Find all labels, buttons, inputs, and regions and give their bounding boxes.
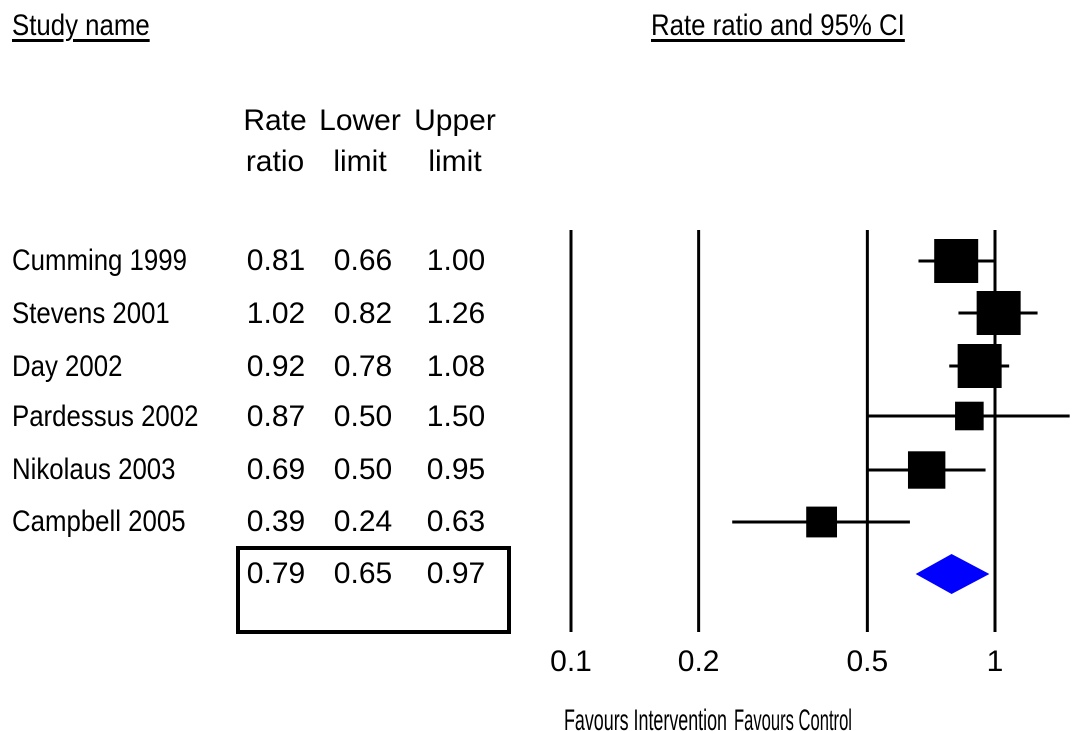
upper-limit-value: 1.00 [426,244,486,277]
rate-ratio-header-line1: Rate [243,104,307,137]
point-marker [957,344,1002,388]
summary-layer [915,554,990,594]
lower-limit-header-line2: limit [333,145,387,178]
lower-limit-value: 0.66 [333,244,393,277]
study-name: Nikolaus 2003 [12,453,176,486]
study-name-header: Study name [12,9,150,42]
lower-limit-value: 0.50 [333,453,393,486]
point-marker [907,451,946,489]
pooled-box [236,546,511,634]
rate-ratio-value: 0.87 [246,400,306,433]
study-name: Day 2002 [12,350,123,383]
study-name: Cumming 1999 [12,244,187,277]
xlabel-right: Favours Control [734,704,852,731]
summary-diamond [915,554,990,594]
x-tick-labels: 0.10.20.512510 [550,645,1004,678]
study-name: Stevens 2001 [12,297,170,330]
x-tick-label: 0.5 [847,645,889,678]
upper-limit-header-line2: limit [428,145,482,178]
lower-limit-value: 0.78 [333,350,393,383]
pooled-lower-limit-value: 0.65 [333,557,393,590]
x-tick-label: 1 [987,645,1004,678]
lower-limit-value: 0.50 [333,400,393,433]
plot-title: Rate ratio and 95% CI [651,9,905,42]
rate-ratio-value: 0.69 [246,453,306,486]
study-name: Pardessus 2002 [12,400,199,433]
upper-limit-value: 1.26 [426,297,486,330]
upper-limit-value: 1.50 [426,400,486,433]
study-name: Campbell 2005 [12,505,186,538]
upper-limit-header-line1: Upper [414,104,496,137]
upper-limit-value: 0.95 [426,453,486,486]
rate-ratio-value: 0.92 [246,350,306,383]
x-tick-label: 0.2 [678,645,720,678]
x-tick-label: 0.1 [550,645,592,678]
point-marker [934,239,979,283]
pooled-upper-limit-value: 0.97 [426,557,486,590]
lower-limit-header-line1: Lower [319,104,401,137]
point-marker [976,291,1021,335]
pooled-rate-ratio-value: 0.79 [246,557,306,590]
rate-ratio-value: 1.02 [246,297,306,330]
upper-limit-value: 0.63 [426,505,486,538]
lower-limit-value: 0.82 [333,297,393,330]
rate-ratio-value: 0.81 [246,244,306,277]
rate-ratio-header-line2: ratio [245,145,305,178]
point-markers [806,239,1021,538]
gridlines [569,230,997,632]
lower-limit-value: 0.24 [333,505,393,538]
point-marker [955,401,984,431]
point-marker [806,506,838,538]
upper-limit-value: 1.08 [426,350,486,383]
xlabel-left: Favours Intervention [564,704,727,731]
rate-ratio-value: 0.39 [246,505,306,538]
